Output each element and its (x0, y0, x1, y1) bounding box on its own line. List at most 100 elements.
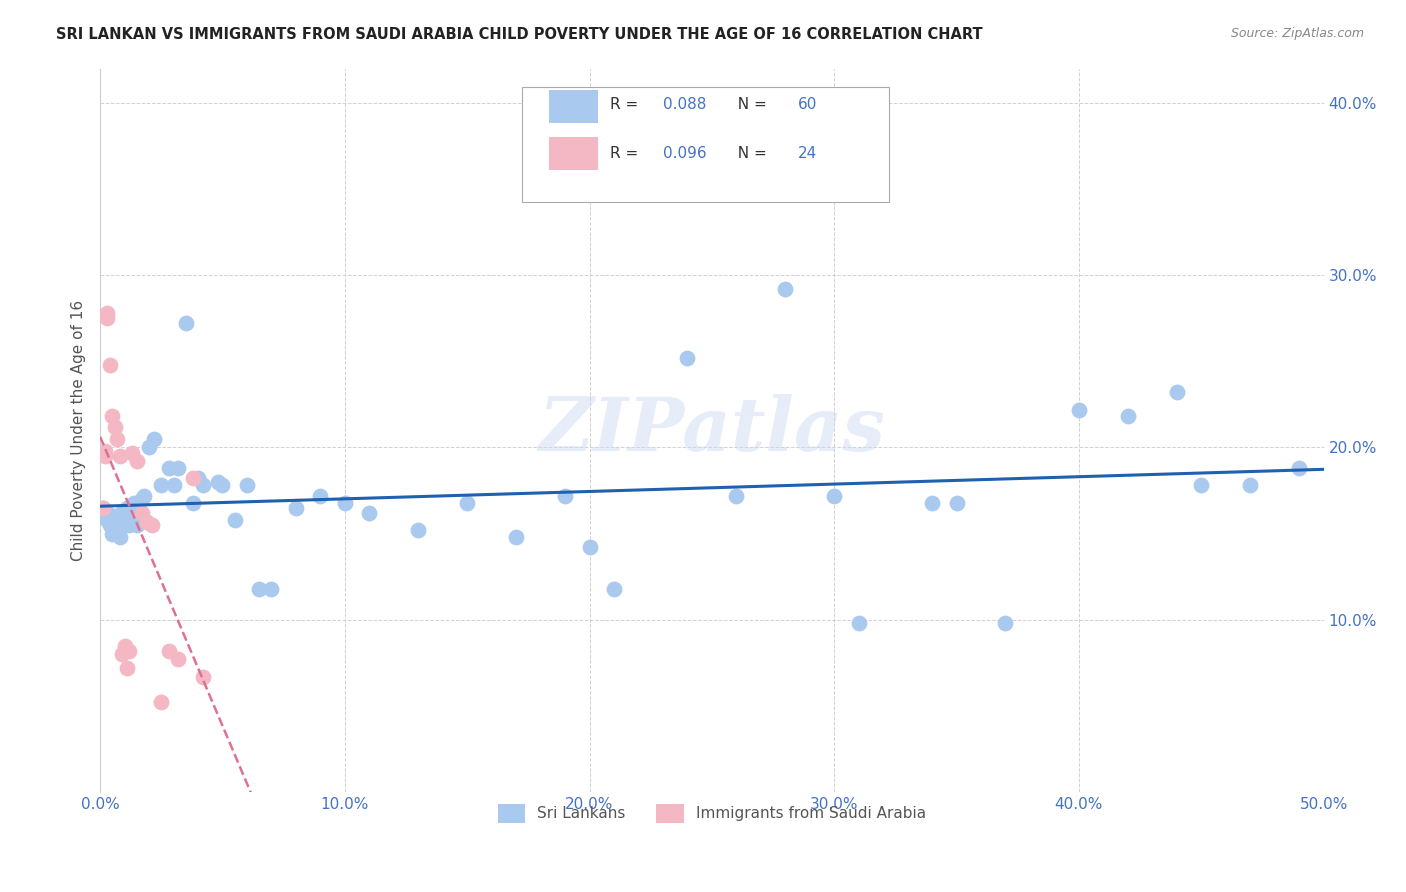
Point (505, 530, 527, 544)
Text: R =: R = (610, 97, 644, 112)
Point (94, 509, 117, 524)
Point (115, 500, 138, 515)
Point (157, 644, 180, 658)
Point (1067, 402, 1090, 417)
Point (101, 409, 124, 424)
Point (181, 471, 204, 485)
Point (143, 432, 166, 446)
Point (157, 461, 180, 475)
Point (121, 445, 143, 459)
Point (125, 454, 148, 468)
Point (124, 495, 146, 509)
Text: 60: 60 (797, 97, 817, 112)
Point (94, 449, 117, 463)
Point (98, 509, 121, 524)
Point (848, 616, 870, 631)
Point (1116, 409, 1139, 424)
Text: N =: N = (728, 97, 772, 112)
Text: Source: ZipAtlas.com: Source: ZipAtlas.com (1230, 27, 1364, 40)
Point (284, 500, 307, 515)
FancyBboxPatch shape (522, 87, 889, 202)
Bar (550, 90, 598, 123)
Point (118, 644, 141, 658)
Point (994, 616, 1017, 631)
Point (1288, 461, 1310, 475)
Point (945, 495, 967, 509)
Point (554, 489, 576, 503)
Point (101, 526, 124, 541)
Point (603, 582, 626, 596)
Point (150, 695, 173, 709)
Bar (550, 137, 598, 169)
Point (94, 444, 117, 458)
Point (456, 495, 478, 509)
Point (333, 495, 356, 509)
Point (131, 492, 153, 507)
Point (181, 495, 204, 509)
Point (191, 478, 214, 492)
Point (135, 515, 157, 529)
Point (121, 509, 143, 524)
Point (775, 282, 797, 296)
Point (115, 661, 138, 675)
Point (98, 518, 121, 533)
Point (162, 478, 184, 492)
Text: N =: N = (728, 145, 772, 161)
Point (1166, 385, 1188, 400)
Text: SRI LANKAN VS IMMIGRANTS FROM SAUDI ARABIA CHILD POVERTY UNDER THE AGE OF 16 COR: SRI LANKAN VS IMMIGRANTS FROM SAUDI ARAB… (56, 27, 983, 42)
Text: R =: R = (610, 145, 644, 161)
Point (187, 471, 209, 485)
Point (141, 518, 163, 533)
Point (359, 506, 381, 520)
Text: 0.088: 0.088 (662, 97, 706, 112)
Point (111, 506, 134, 520)
Point (174, 317, 197, 331)
Point (134, 489, 156, 503)
Point (114, 639, 136, 653)
Point (111, 647, 134, 661)
Point (236, 478, 259, 492)
Point (96, 513, 118, 527)
Point (725, 489, 748, 503)
Point (309, 489, 332, 503)
Point (114, 513, 136, 527)
Point (96, 506, 118, 520)
Point (823, 489, 845, 503)
Text: ZIPatlas: ZIPatlas (538, 394, 886, 467)
Point (105, 518, 128, 533)
Point (96, 311, 118, 326)
Point (1239, 478, 1261, 492)
Point (260, 582, 283, 596)
Point (98, 358, 121, 372)
Point (921, 495, 943, 509)
Point (211, 478, 233, 492)
Point (105, 432, 128, 446)
Point (91, 500, 114, 515)
Point (131, 506, 153, 520)
Point (91, 500, 114, 515)
Point (104, 419, 127, 434)
Legend: Sri Lankans, Immigrants from Saudi Arabia: Sri Lankans, Immigrants from Saudi Arabi… (485, 792, 938, 835)
Y-axis label: Child Poverty Under the Age of 16: Child Poverty Under the Age of 16 (72, 300, 86, 561)
Point (207, 475, 229, 489)
Text: 0.096: 0.096 (662, 145, 707, 161)
Point (138, 441, 160, 455)
Point (118, 518, 141, 533)
Point (578, 541, 600, 555)
Point (96, 306, 118, 320)
Point (108, 530, 131, 544)
Point (191, 669, 214, 683)
Point (406, 523, 429, 537)
Text: 24: 24 (797, 145, 817, 161)
Point (125, 518, 148, 533)
Point (247, 582, 270, 596)
Point (108, 449, 131, 463)
Point (224, 513, 246, 527)
Point (1189, 478, 1212, 492)
Point (128, 506, 150, 520)
Point (104, 509, 127, 524)
Point (167, 461, 190, 475)
Point (150, 478, 173, 492)
Point (676, 351, 699, 365)
Point (167, 652, 190, 666)
